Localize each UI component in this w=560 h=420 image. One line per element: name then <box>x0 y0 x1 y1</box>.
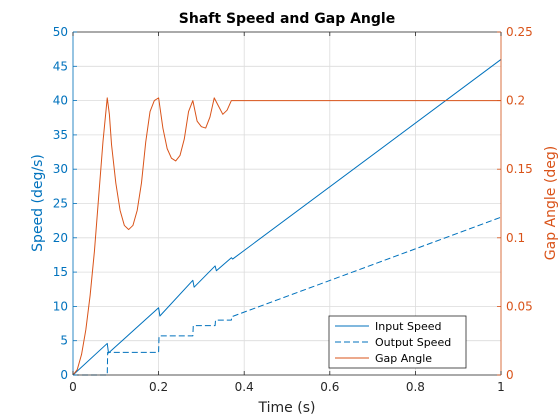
y-right-tick-label: 0.05 <box>506 299 533 313</box>
y-right-tick-label: 0.15 <box>506 162 533 176</box>
x-tick-label: 0.2 <box>149 380 168 394</box>
x-tick-label: 1 <box>497 380 505 394</box>
x-tick-label: 0.6 <box>320 380 339 394</box>
y-left-tick-label: 5 <box>60 334 68 348</box>
y-left-tick-label: 30 <box>53 162 68 176</box>
y-left-tick-label: 40 <box>53 94 68 108</box>
legend: Input Speed Output Speed Gap Angle <box>328 315 467 369</box>
y-axis-left-label: Speed (deg/s) <box>30 154 46 252</box>
y-axis-right-label: Gap Angle (deg) <box>543 146 559 260</box>
y-left-tick-label: 45 <box>53 59 68 73</box>
y-right-tick-label: 0.2 <box>506 94 525 108</box>
series-line-3 <box>72 97 501 376</box>
y-right-tick-label: 0.1 <box>506 231 525 245</box>
chart-title: Shaft Speed and Gap Angle <box>179 11 395 27</box>
y-left-tick-label: 35 <box>53 128 68 142</box>
legend-label-2: Output Speed <box>375 336 451 349</box>
x-tick-label: 0.8 <box>406 380 425 394</box>
series-line-2 <box>73 216 502 376</box>
y-left-tick-label: 20 <box>53 231 68 245</box>
y-right-tick-label: 0.25 <box>506 25 533 39</box>
axes: 0 0.2 0.4 0.6 0.8 10510152025303540455000.050… <box>53 25 533 394</box>
y-left-tick-label: 10 <box>53 299 68 313</box>
legend-box <box>328 315 467 369</box>
y-left-tick-label: 0 <box>60 368 68 382</box>
y-left-tick-label: 25 <box>53 197 68 211</box>
legend-label-3: Gap Angle <box>375 352 432 365</box>
legend-label-1: Input Speed <box>375 320 441 333</box>
y-left-tick-label: 15 <box>53 265 68 279</box>
y-left-tick-label: 50 <box>53 25 68 39</box>
series-line-1 <box>72 59 502 376</box>
x-tick-label: 0.4 <box>235 380 254 394</box>
y-right-tick-label: 0 <box>506 368 514 382</box>
x-axis-label: Time (s) <box>258 400 316 416</box>
x-tick-label: 0 <box>69 380 77 394</box>
plot-lines <box>72 59 502 376</box>
